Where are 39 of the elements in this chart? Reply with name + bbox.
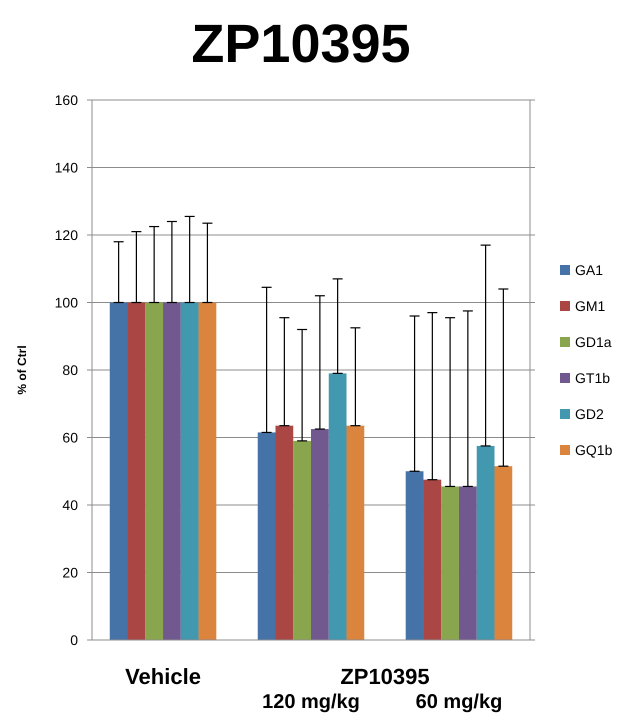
bar xyxy=(328,373,347,640)
x-tick-label: Vehicle xyxy=(125,664,201,689)
bar xyxy=(476,446,494,640)
bar xyxy=(311,429,329,640)
y-tick-label: 40 xyxy=(62,496,78,513)
y-tick-label: 100 xyxy=(54,294,78,310)
y-tick-label: 140 xyxy=(54,159,78,176)
bar xyxy=(163,302,181,640)
bar xyxy=(180,302,199,640)
bar xyxy=(346,426,364,640)
y-tick-label: 0 xyxy=(70,632,78,648)
bar xyxy=(406,471,424,640)
bar xyxy=(441,486,459,640)
bar xyxy=(423,480,442,640)
bar xyxy=(128,302,146,640)
bar xyxy=(110,302,128,640)
x-tick-label: 60 mg/kg xyxy=(416,691,502,713)
y-axis-title: % of Ctrl xyxy=(15,345,29,395)
y-tick-label: 60 xyxy=(62,429,78,446)
legend-label: GT1b xyxy=(575,370,610,386)
chart-title: ZP10395 xyxy=(191,14,411,74)
bar xyxy=(458,486,477,640)
legend-label: GD2 xyxy=(575,406,604,422)
bar xyxy=(275,426,294,640)
legend-label: GA1 xyxy=(575,262,604,278)
bar xyxy=(293,440,311,640)
legend-label: GD1a xyxy=(575,334,612,350)
bar xyxy=(494,466,512,640)
y-tick-label: 160 xyxy=(54,92,78,108)
legend-label: GM1 xyxy=(575,298,606,314)
text: ZP10395 xyxy=(340,664,430,689)
y-tick-label: 120 xyxy=(54,226,78,243)
legend-label: GQ1b xyxy=(575,442,613,458)
bar xyxy=(198,302,216,640)
y-tick-label: 80 xyxy=(62,362,78,378)
x-tick-label: 120 mg/kg xyxy=(262,691,360,713)
y-tick-label: 20 xyxy=(62,564,78,580)
bar xyxy=(145,302,164,640)
bar xyxy=(258,432,276,640)
